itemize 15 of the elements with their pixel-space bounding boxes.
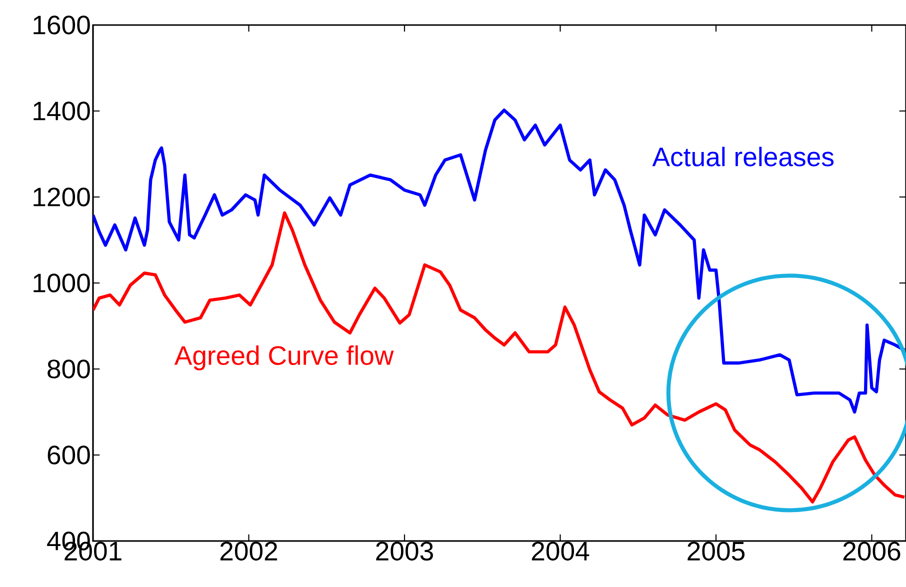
x-tick-label: 2005 bbox=[688, 542, 745, 561]
y-tick-label: 800 bbox=[48, 360, 90, 378]
x-tick-label: 2003 bbox=[376, 542, 433, 561]
x-tick-label: 2004 bbox=[532, 542, 590, 561]
line-series bbox=[93, 108, 906, 414]
series-label: Agreed Curve flow bbox=[174, 345, 394, 370]
line-series bbox=[93, 211, 906, 504]
x-tick-label: 2002 bbox=[220, 542, 278, 561]
x-tick-label: 2006 bbox=[843, 542, 900, 561]
series-label: Actual releases bbox=[652, 146, 834, 166]
y-tick-label: 1400 bbox=[34, 102, 90, 120]
y-tick-label: 1600 bbox=[34, 16, 90, 34]
y-tick-label: 1200 bbox=[34, 188, 90, 206]
y-tick-label: 600 bbox=[48, 446, 90, 464]
y-tick-label: 1000 bbox=[34, 274, 90, 292]
